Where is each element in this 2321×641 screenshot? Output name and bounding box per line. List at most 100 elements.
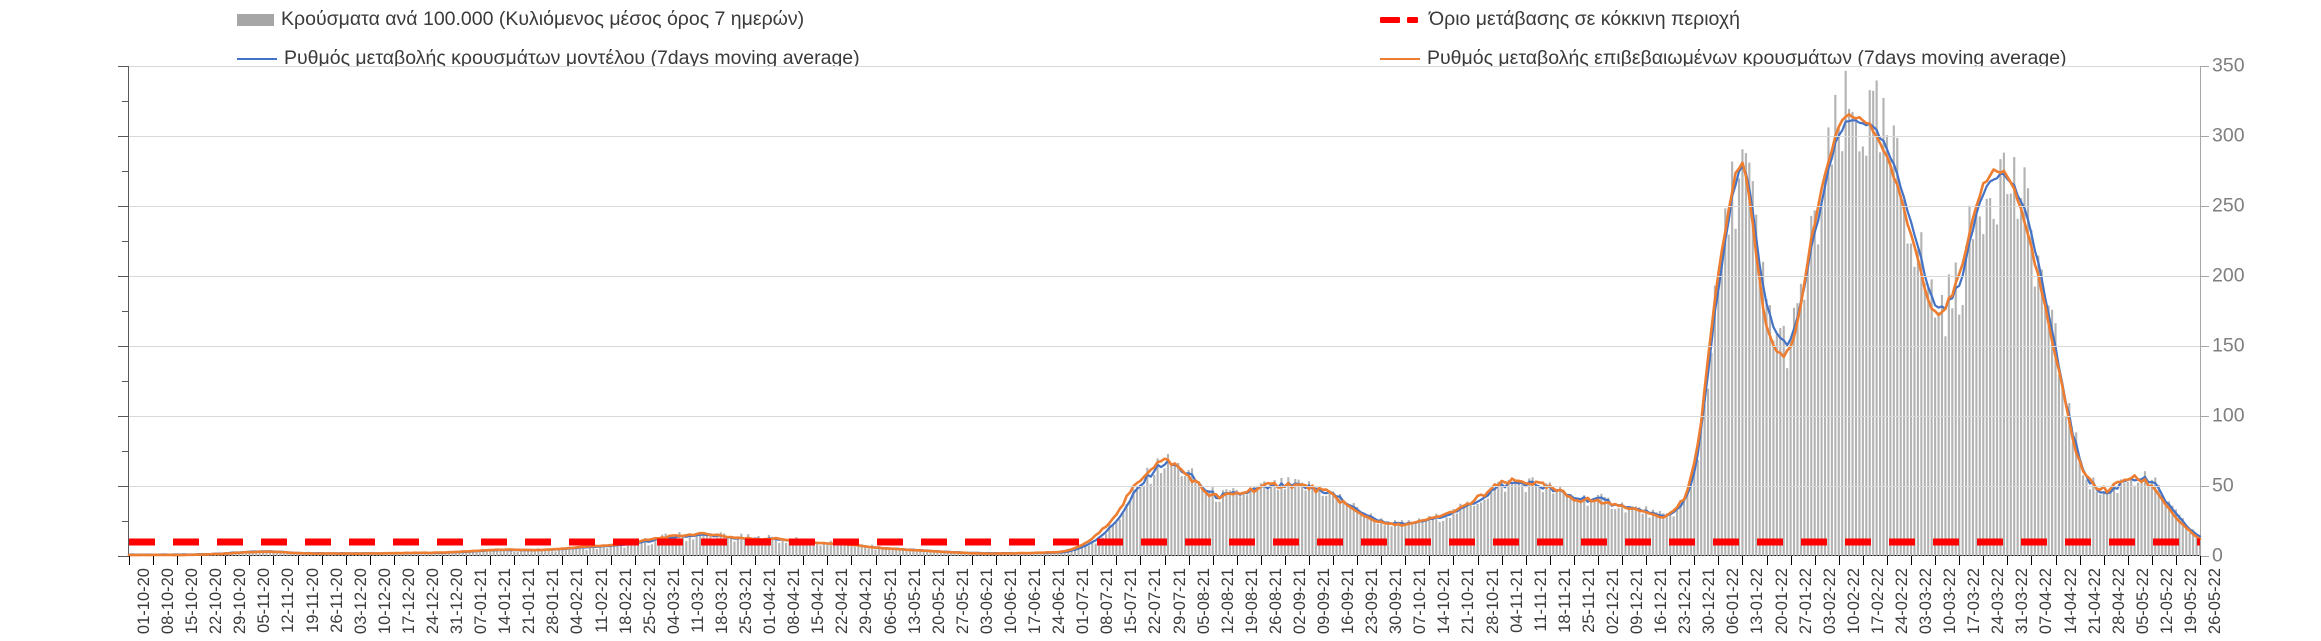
x-axis-tick-label: 17-12-20 <box>399 568 418 635</box>
bar <box>850 546 853 556</box>
bar <box>547 548 550 556</box>
bar <box>1865 155 1868 556</box>
bar <box>1070 550 1073 556</box>
bar <box>2137 482 2140 556</box>
bar <box>1153 474 1156 556</box>
x-axis-tick <box>731 556 733 565</box>
x-axis-tick-label: 14-04-22 <box>2061 568 2080 635</box>
x-axis-tick <box>1501 556 1503 565</box>
bar <box>640 542 643 556</box>
bar <box>1273 480 1276 556</box>
x-axis-tick <box>1597 556 1599 565</box>
bar <box>833 542 836 556</box>
bar <box>1418 518 1421 556</box>
bar <box>695 535 698 556</box>
x-axis-tick <box>1886 556 1888 565</box>
x-axis-tick-label: 16-09-21 <box>1339 568 1358 635</box>
x-axis-tick-label: 12-11-20 <box>279 568 298 633</box>
legend-label-confirmed-rate: Ρυθμός μεταβολής επιβεβαιωμένων κρουσμάτ… <box>1427 47 2067 69</box>
bar <box>1469 503 1472 556</box>
bar <box>1841 151 1844 556</box>
bar <box>592 545 595 556</box>
bar <box>1497 481 1500 556</box>
bar <box>1335 497 1338 556</box>
x-axis-tick <box>1333 556 1335 565</box>
bar <box>685 541 688 556</box>
bar <box>788 539 791 556</box>
bar <box>2192 529 2195 556</box>
x-axis-tick <box>1573 556 1575 565</box>
bar <box>2126 481 2129 556</box>
bar <box>1073 549 1077 556</box>
bar <box>1029 553 1032 556</box>
bar <box>1321 495 1324 556</box>
bar <box>1796 303 1799 556</box>
bar <box>616 543 619 556</box>
y-axis-right-tick-label: 100 <box>2212 404 2245 427</box>
bar <box>1163 468 1166 556</box>
x-axis-tick-label: 04-03-21 <box>664 568 683 635</box>
chart-legend: Κρούσματα ανά 100.000 (Κυλιόμενος μέσος … <box>0 0 2321 68</box>
bar <box>375 553 378 556</box>
bar <box>2075 432 2078 556</box>
bar <box>2078 459 2081 556</box>
x-axis-tick <box>1284 556 1286 565</box>
x-axis-tick-label: 12-08-21 <box>1218 568 1237 635</box>
bar <box>530 549 533 556</box>
x-axis-tick-label: 07-10-21 <box>1411 568 1430 635</box>
x-axis-tick <box>1477 556 1479 565</box>
bar <box>1098 538 1101 556</box>
y-axis-right-tick-label: 250 <box>2212 194 2245 217</box>
bar <box>327 553 330 556</box>
bar <box>2013 157 2016 556</box>
x-axis-tick <box>1357 556 1359 565</box>
bar <box>1913 266 1916 556</box>
x-axis-tick-label: 09-12-21 <box>1628 568 1647 635</box>
bar <box>1380 518 1383 556</box>
bar <box>1311 488 1314 556</box>
y-axis-left-minor-tick <box>122 171 129 172</box>
legend-item-cases-per-100k[interactable]: Κρούσματα ανά 100.000 (Κυλιόμενος μέσος … <box>237 9 804 30</box>
bar <box>509 549 512 556</box>
x-axis-tick <box>682 556 684 565</box>
bar <box>1039 553 1042 556</box>
bar <box>1930 279 1933 556</box>
bar <box>1407 520 1410 556</box>
bar <box>1445 517 1448 556</box>
legend-item-model-rate[interactable]: Ρυθμός μεταβολής κρουσμάτων μοντέλου (7d… <box>237 48 860 69</box>
y-axis-right-tick-label: 350 <box>2212 54 2245 77</box>
legend-item-threshold[interactable]: Όριο μετάβασης σε κόκκινη περιοχή <box>1380 9 1740 30</box>
legend-item-confirmed-rate[interactable]: Ρυθμός μεταβολής επιβεβαιωμένων κρουσμάτ… <box>1380 47 2067 69</box>
bar <box>2016 218 2019 556</box>
bar <box>1882 97 1885 557</box>
bar <box>626 542 629 556</box>
bar <box>809 545 812 556</box>
bar <box>1531 477 1534 556</box>
x-axis-tick <box>827 556 829 565</box>
bar <box>1596 494 1600 556</box>
gridline <box>129 486 2200 487</box>
bar <box>1063 552 1066 556</box>
bar <box>1287 477 1290 556</box>
bar <box>1067 552 1070 556</box>
x-axis-tick <box>2007 556 2009 565</box>
bar <box>1765 299 1768 556</box>
bar <box>860 544 863 556</box>
bar <box>950 552 953 556</box>
y-axis-left-minor-tick <box>122 451 129 452</box>
bar <box>241 552 244 556</box>
bar <box>1985 198 1988 556</box>
bar <box>2157 484 2160 556</box>
y-axis-left-tick <box>118 416 129 417</box>
x-axis-tick <box>1742 556 1744 565</box>
x-axis-tick-label: 01-10-20 <box>135 568 153 635</box>
bar <box>1235 489 1238 556</box>
bar <box>1197 481 1200 556</box>
x-axis-tick-label: 07-04-22 <box>2037 568 2056 635</box>
x-axis-tick-label: 08-04-21 <box>785 568 804 635</box>
bar <box>943 551 946 556</box>
bar <box>1590 501 1593 556</box>
bar <box>1466 501 1469 556</box>
bar <box>1916 249 1919 556</box>
